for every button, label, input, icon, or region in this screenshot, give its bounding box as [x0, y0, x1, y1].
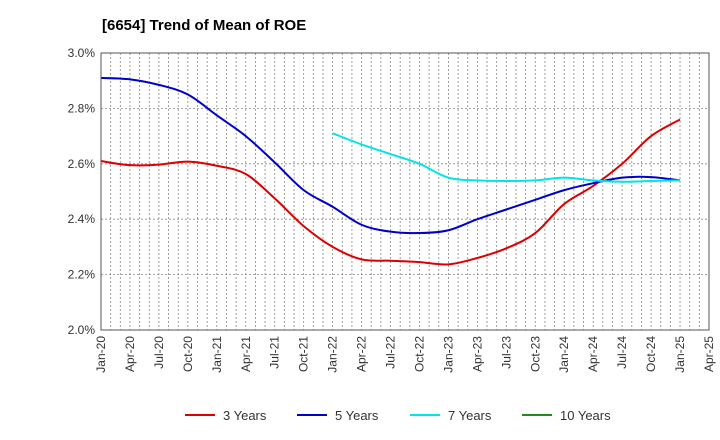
x-tick-label: Apr-25	[702, 336, 716, 372]
legend-label: 3 Years	[223, 408, 267, 423]
series-lines	[100, 76, 681, 266]
x-axis: Jan-20 Apr-20 Jul-20 Oct-20 Jan-21 Apr-21 Jul-…	[94, 336, 716, 373]
x-tick-label: Jan-24	[557, 336, 571, 373]
series-line-2	[100, 76, 681, 235]
x-tick-label: Oct-20	[181, 336, 195, 372]
x-tick-label: Jul-23	[499, 336, 513, 369]
x-tick-label: Oct-23	[528, 336, 542, 372]
chart-title: [6654] Trend of Mean of ROE	[102, 17, 306, 34]
y-tick-label: 2.4%	[68, 212, 96, 226]
y-tick-label: 3.0%	[68, 46, 96, 60]
series-line-1	[100, 118, 681, 266]
legend: 3 Years 5 Years 7 Years 10 Years	[185, 408, 611, 423]
x-tick-label: Jan-20	[94, 336, 108, 373]
x-tick-label: Apr-24	[586, 336, 600, 372]
x-tick-label: Oct-24	[644, 336, 658, 372]
y-tick-label: 2.2%	[68, 268, 96, 282]
grid	[101, 53, 709, 330]
x-tick-label: Jul-21	[268, 336, 282, 369]
x-tick-label: Apr-22	[355, 336, 369, 372]
legend-label: 7 Years	[448, 408, 492, 423]
x-tick-label: Apr-20	[123, 336, 137, 372]
x-tick-label: Jul-20	[152, 336, 166, 369]
x-tick-label: Jan-23	[441, 336, 455, 373]
x-tick-label: Oct-22	[412, 336, 426, 372]
y-tick-label: 2.8%	[68, 101, 96, 115]
y-tick-label: 2.6%	[68, 157, 96, 171]
x-tick-label: Jan-25	[673, 336, 687, 373]
legend-label: 10 Years	[560, 408, 611, 423]
series-line-3	[332, 132, 681, 183]
x-tick-label: Jan-22	[326, 336, 340, 373]
x-tick-label: Apr-21	[239, 336, 253, 372]
legend-label: 5 Years	[335, 408, 379, 423]
plot-frame	[100, 52, 710, 331]
x-tick-label: Oct-21	[297, 336, 311, 372]
x-tick-label: Jul-24	[615, 336, 629, 369]
x-tick-label: Jul-22	[384, 336, 398, 369]
y-axis: 2.0% 2.2% 2.4% 2.6% 2.8% 3.0%	[68, 46, 96, 337]
x-tick-label: Apr-23	[470, 336, 484, 372]
y-tick-label: 2.0%	[68, 323, 96, 337]
x-tick-label: Jan-21	[210, 336, 224, 373]
